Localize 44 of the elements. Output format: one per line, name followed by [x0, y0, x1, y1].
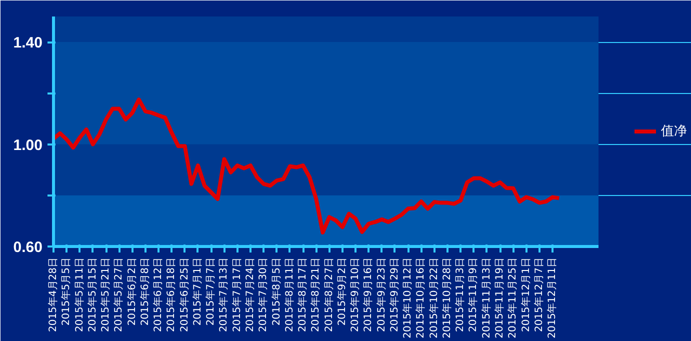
x-tick-label: 2015年9月16日 [362, 257, 374, 332]
x-tick-label: 2015年11月9日 [467, 257, 480, 332]
x-tick-label: 2015年7月24日 [244, 257, 256, 332]
x-tick-label: 2015年11月3日 [454, 257, 466, 332]
x-tick-label: 2015年6月25日 [178, 257, 190, 332]
x-tick-label: 2015年6月2日 [126, 257, 138, 326]
x-tick-label: 2015年6月8日 [138, 257, 151, 326]
x-tick-label: 2015年6月18日 [165, 257, 178, 332]
x-tick-label: 2015年8月17日 [296, 257, 309, 332]
x-tick-label: 2015年12月11日 [546, 257, 558, 338]
x-tick-label: 2015年10月22日 [428, 257, 440, 338]
x-tick-label: 2015年4月28日 [47, 257, 59, 332]
x-tick-label: 2015年8月21日 [310, 257, 322, 332]
x-tick-label: 2015年9月10日 [349, 257, 362, 332]
x-tick-label: 2015年5月27日 [112, 257, 125, 332]
x-tick-label: 2015年8月5日 [270, 257, 282, 326]
x-tick-label: 2015年11月25日 [506, 257, 519, 338]
x-tick-label: 2015年10月16日 [414, 257, 427, 338]
x-tick-label: 2015年12月7日 [532, 257, 545, 332]
x-tick-label: 2015年5月15日 [86, 257, 98, 332]
x-tick-label: 2015年5月21日 [100, 257, 112, 332]
x-tick-label: 2015年8月11日 [283, 257, 296, 332]
x-tick-label: 2015年10月12日 [402, 257, 414, 338]
x-tick-label: 2015年11月19日 [494, 257, 506, 338]
x-tick-label: 2015年7月13日 [218, 257, 230, 332]
y-tick-label: 0.60 [13, 239, 43, 256]
x-tick-label: 2015年6月12日 [152, 257, 164, 332]
x-tick-label: 2015年8月27日 [322, 257, 335, 332]
x-tick-label: 2015年10月28日 [440, 257, 453, 338]
line-series [54, 98, 562, 234]
x-tick-label: 2015年9月23日 [375, 257, 388, 332]
x-tick-label: 2015年7月1日 [191, 257, 204, 326]
x-tick-label: 2015年9月29日 [388, 257, 400, 332]
x-tick-label: 2015年7月7日 [204, 257, 217, 326]
x-tick-label: 2015年7月17日 [230, 257, 243, 332]
x-tick-label: 2015年5月11日 [73, 257, 86, 332]
x-tick-label: 2015年7月30日 [257, 257, 270, 332]
x-tick-label: 2015年5月5日 [60, 257, 72, 326]
x-tick-label: 2015年9月2日 [336, 257, 348, 326]
x-tick-label: 2015年12月1日 [520, 257, 532, 332]
y-tick-label: 1.40 [13, 34, 43, 52]
x-tick-label: 2015年11月13日 [480, 257, 492, 338]
legend-label: 值净 [661, 123, 687, 140]
y-tick-label: 1.00 [13, 136, 43, 154]
